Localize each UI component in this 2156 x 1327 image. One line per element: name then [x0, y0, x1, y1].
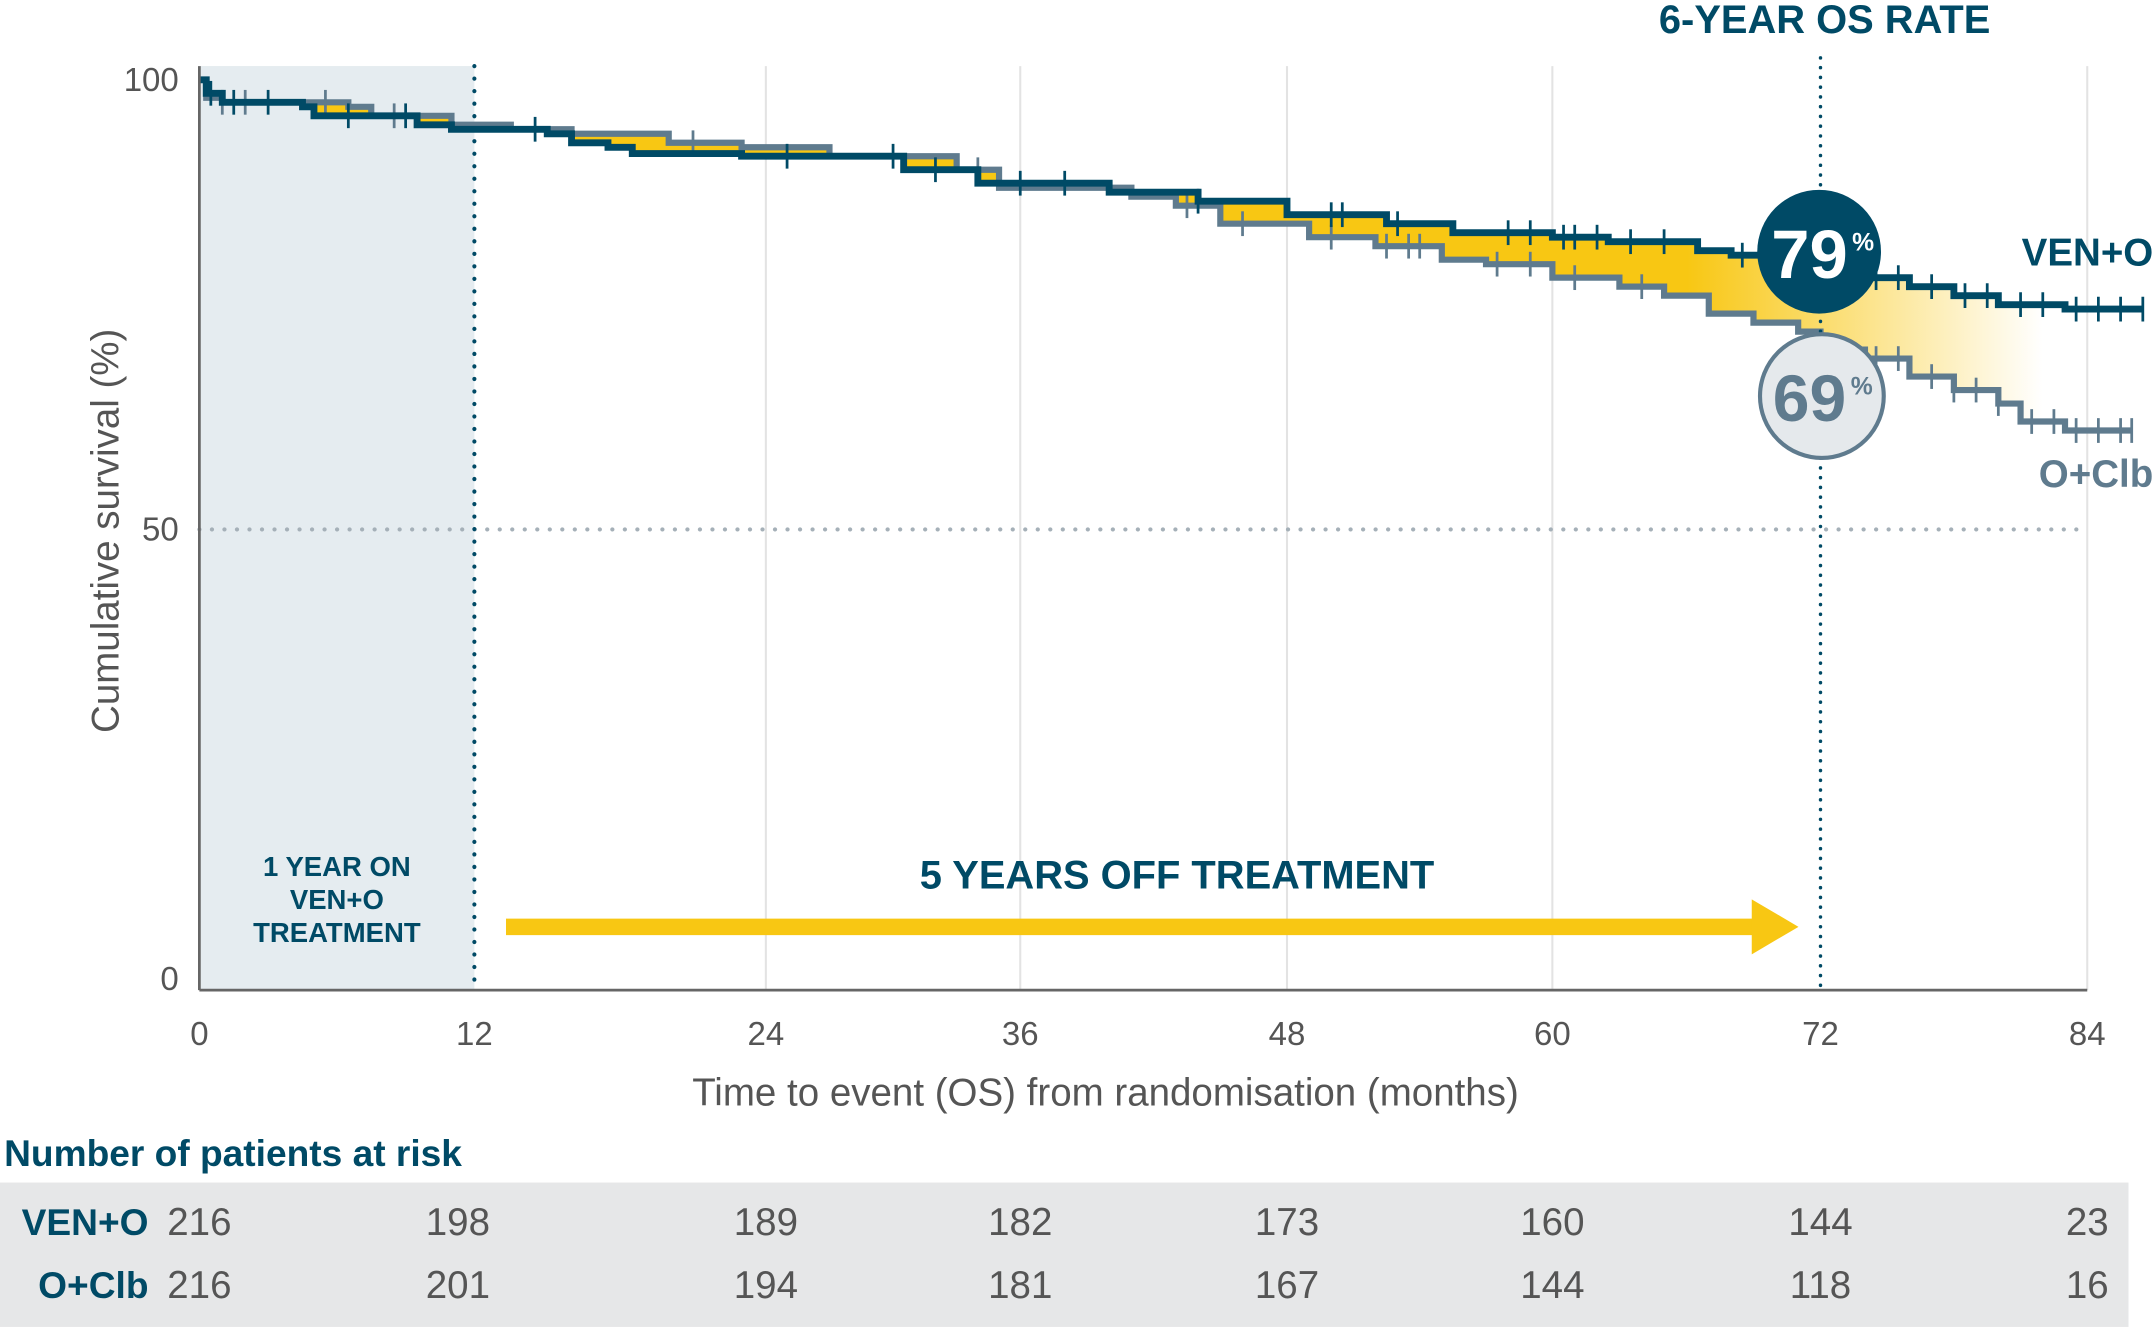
treatment-text-line: TREATMENT	[253, 917, 421, 948]
risk-cell: 16	[2066, 1264, 2109, 1307]
y-tick-label: 100	[124, 61, 179, 98]
y-tick-label: 50	[142, 510, 179, 547]
x-tick-label: 36	[1002, 1015, 1039, 1052]
risk-cell: 181	[988, 1264, 1052, 1307]
legend-ven-o: VEN+O	[2022, 231, 2154, 274]
x-tick-label: 72	[1802, 1015, 1839, 1052]
risk-cell: 173	[1255, 1201, 1319, 1244]
o-clb-rate-value: 69	[1773, 361, 1846, 435]
off-treatment-arrow	[506, 899, 1799, 955]
y-tick-label: 0	[160, 960, 178, 997]
x-tick-label: 60	[1534, 1015, 1571, 1052]
risk-cell: 201	[426, 1264, 490, 1307]
x-axis-label: Time to event (OS) from randomisation (m…	[692, 1072, 1519, 1115]
percent-sign: %	[1852, 229, 1874, 256]
risk-row-name: VEN+O	[22, 1201, 149, 1243]
treatment-text-line: VEN+O	[290, 884, 384, 915]
risk-cell: 182	[988, 1201, 1052, 1244]
risk-cell: 198	[426, 1201, 490, 1244]
risk-cell: 216	[167, 1264, 231, 1307]
x-tick-label: 12	[456, 1015, 493, 1052]
risk-cell: 216	[167, 1201, 231, 1244]
risk-cell: 194	[734, 1264, 798, 1307]
x-tick-label: 24	[748, 1015, 785, 1052]
treatment-text-line: 1 YEAR ON	[263, 851, 411, 882]
x-tick-label: 0	[190, 1015, 208, 1052]
risk-table-title: Number of patients at risk	[4, 1132, 462, 1174]
risk-table-background	[0, 1182, 2129, 1327]
risk-cell: 160	[1520, 1201, 1584, 1244]
risk-cell: 144	[1520, 1264, 1584, 1307]
ven-o-rate-value: 79	[1771, 216, 1847, 293]
risk-row-name: O+Clb	[38, 1264, 148, 1306]
y-axis-label: Cumulative survival (%)	[84, 329, 127, 733]
risk-cell: 23	[2066, 1201, 2109, 1244]
treatment-text: 1 YEAR ON VEN+O TREATMENT	[253, 851, 421, 948]
off-treatment-label: 5 YEARS OFF TREATMENT	[920, 853, 1435, 897]
ven-o-rate-badge: 79 %	[1757, 189, 1881, 314]
risk-cell: 189	[734, 1201, 798, 1244]
risk-cell: 167	[1255, 1264, 1319, 1307]
x-tick-label: 84	[2069, 1015, 2106, 1052]
legend-o-clb: O+Clb	[2039, 453, 2153, 496]
risk-cell: 118	[1790, 1264, 1851, 1307]
o-clb-rate-badge: 69 %	[1757, 332, 1886, 460]
percent-sign: %	[1851, 374, 1873, 401]
x-tick-label: 48	[1269, 1015, 1306, 1052]
risk-cell: 144	[1788, 1201, 1852, 1244]
chart-title: 6-YEAR OS RATE	[1659, 0, 1990, 42]
